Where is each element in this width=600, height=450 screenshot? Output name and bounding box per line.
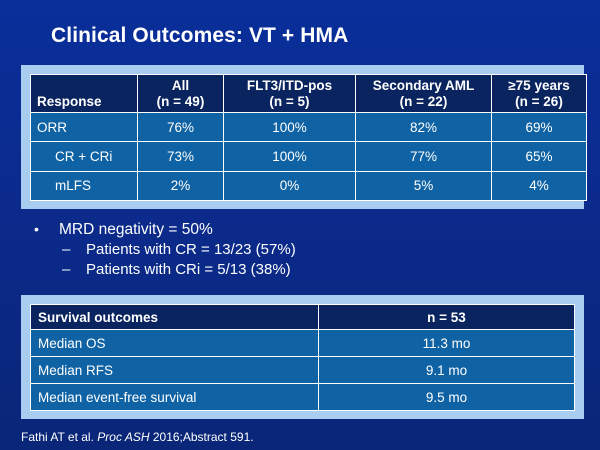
- table-row: Median event-free survival 9.5 mo: [30, 383, 575, 411]
- table-cell: 9.1 mo: [318, 356, 575, 384]
- citation-journal: Proc ASH: [97, 430, 150, 444]
- column-header-75-years: ≥75 years (n = 26): [491, 74, 587, 113]
- citation-details: 2016;Abstract 591.: [149, 430, 254, 444]
- header-line: ≥75 years: [508, 77, 570, 93]
- table-cell: 0%: [223, 170, 356, 202]
- sub-bullet-text: Patients with CR = 13/23 (57%): [86, 241, 296, 258]
- bullet-item: • MRD negativity = 50%: [34, 221, 296, 241]
- sub-bullet-item: – Patients with CRi = 5/13 (38%): [34, 261, 296, 281]
- header-line: All: [171, 77, 190, 93]
- citation: Fathi AT et al. Proc ASH 2016;Abstract 5…: [21, 430, 254, 444]
- column-header-survival-outcomes: Survival outcomes: [30, 304, 319, 330]
- response-table-frame: Response All (n = 49) FLT3/ITD-pos (n = 5)…: [21, 65, 587, 209]
- dash-marker: –: [62, 241, 71, 258]
- bullet-text: MRD negativity = 50%: [59, 221, 213, 238]
- row-label-mlfs: mLFS: [30, 170, 138, 202]
- citation-authors: Fathi AT et al.: [21, 430, 98, 444]
- bullet-marker: •: [34, 221, 39, 237]
- table-row: Median OS 11.3 mo: [30, 329, 575, 357]
- slide-title: Clinical Outcomes: VT + HMA: [51, 24, 349, 47]
- row-label-cr-cri: CR + CRi: [30, 141, 138, 172]
- header-line: (n = 22): [399, 93, 448, 109]
- response-table: Response All (n = 49) FLT3/ITD-pos (n = 5)…: [30, 74, 587, 202]
- column-header-n: n = 53: [318, 304, 575, 330]
- column-header-secondary-aml: Secondary AML (n = 22): [355, 74, 492, 113]
- bullet-list: • MRD negativity = 50% – Patients with C…: [34, 221, 296, 281]
- table-header-row: Survival outcomes n = 53: [30, 304, 575, 330]
- row-label-median-efs: Median event-free survival: [30, 383, 319, 411]
- table-header-row: Response All (n = 49) FLT3/ITD-pos (n = 5)…: [30, 74, 587, 113]
- table-row: Median RFS 9.1 mo: [30, 356, 575, 384]
- dash-marker: –: [62, 261, 71, 278]
- header-line: (n = 49): [156, 93, 205, 109]
- row-label-median-os: Median OS: [30, 329, 319, 357]
- survival-table: Survival outcomes n = 53 Median OS 11.3 …: [30, 304, 575, 411]
- column-header-all: All (n = 49): [137, 74, 224, 113]
- column-header-flt3: FLT3/ITD-pos (n = 5): [223, 74, 356, 113]
- table-cell: 9.5 mo: [318, 383, 575, 411]
- row-label-orr: ORR: [30, 111, 138, 143]
- table-cell: 4%: [491, 170, 587, 202]
- sub-bullet-item: – Patients with CR = 13/23 (57%): [34, 241, 296, 261]
- table-cell: 73%: [137, 141, 224, 172]
- sub-bullet-text: Patients with CRi = 5/13 (38%): [86, 261, 291, 278]
- table-row: mLFS 2% 0% 5% 4%: [30, 170, 587, 202]
- row-label-median-rfs: Median RFS: [30, 356, 319, 384]
- header-line: Secondary AML: [372, 77, 475, 93]
- table-cell: 2%: [137, 170, 224, 202]
- table-cell: 77%: [355, 141, 492, 172]
- table-cell: 82%: [355, 111, 492, 143]
- column-header-response: Response: [30, 74, 138, 113]
- table-cell: 11.3 mo: [318, 329, 575, 357]
- header-line: (n = 26): [515, 93, 563, 109]
- table-row: ORR 76% 100% 82% 69%: [30, 111, 587, 143]
- table-cell: 100%: [223, 111, 356, 143]
- table-cell: 5%: [355, 170, 492, 202]
- table-cell: 100%: [223, 141, 356, 172]
- table-cell: 65%: [491, 141, 587, 172]
- header-line: FLT3/ITD-pos: [246, 77, 333, 93]
- header-line: (n = 5): [269, 93, 310, 109]
- table-cell: 76%: [137, 111, 224, 143]
- table-cell: 69%: [491, 111, 587, 143]
- survival-table-frame: Survival outcomes n = 53 Median OS 11.3 …: [21, 295, 584, 419]
- table-row: CR + CRi 73% 100% 77% 65%: [30, 141, 587, 172]
